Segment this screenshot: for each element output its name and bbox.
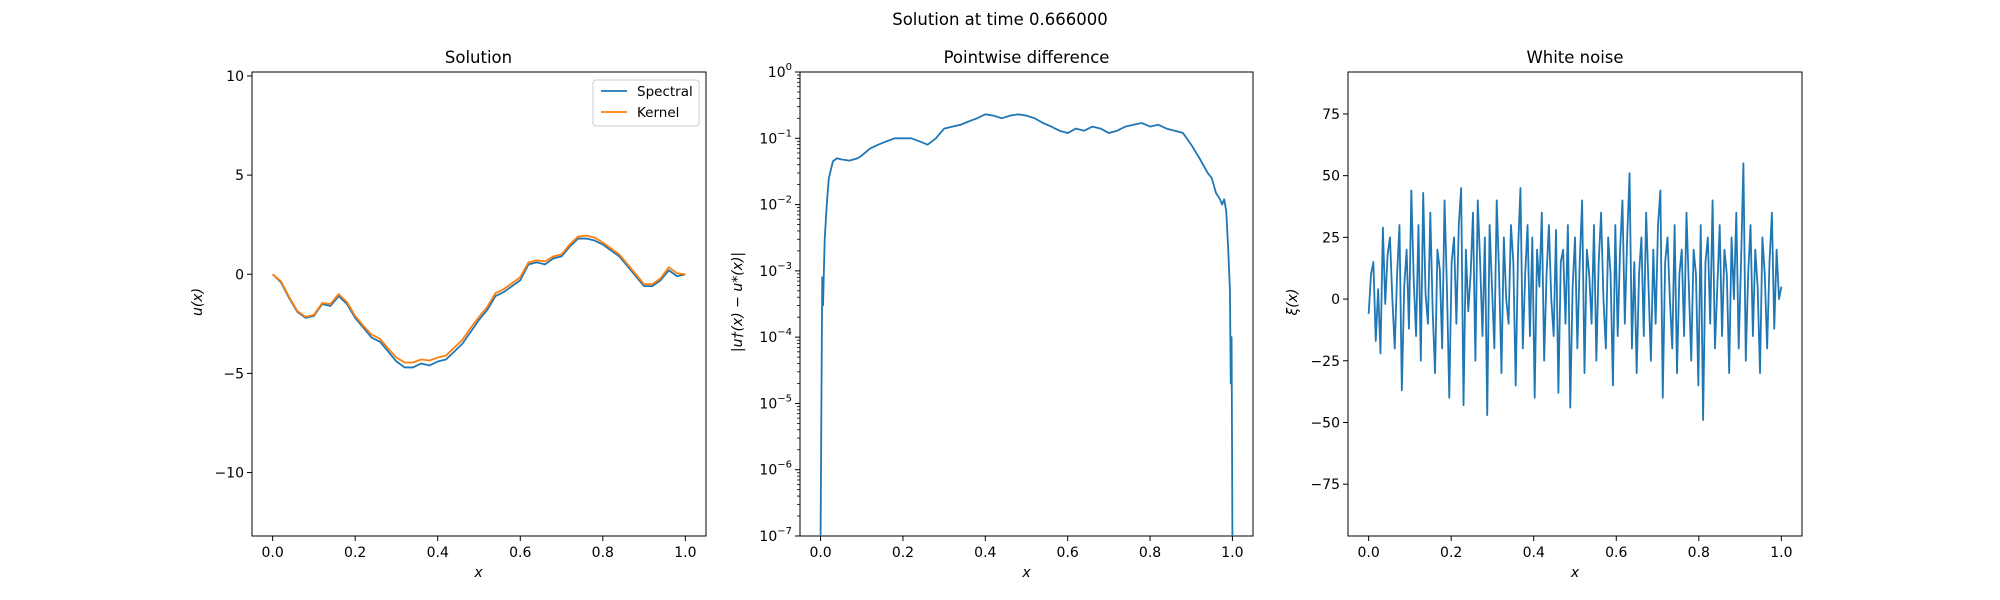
- x-tick-label: 0.2: [892, 545, 914, 561]
- pointwise-difference-panel: Pointwise difference x |u†(x) − u*(x)| 0…: [730, 48, 1254, 581]
- x-tick-label: 0.8: [1139, 545, 1161, 561]
- x-tick-label: 0.0: [809, 545, 831, 561]
- solution-xlabel: x: [473, 565, 483, 581]
- x-tick-label: 0.0: [262, 545, 284, 561]
- solution-axes-frame: [251, 71, 707, 537]
- difference-ylabel: |u†(x) − u*(x)|: [730, 252, 746, 352]
- x-tick-label: 0.6: [509, 545, 531, 561]
- noise-xlabel: x: [1570, 565, 1580, 581]
- solution-title: Solution: [445, 48, 512, 67]
- figure-title: Solution at time 0.666000: [892, 10, 1108, 29]
- difference-title: Pointwise difference: [944, 48, 1110, 67]
- x-tick-label: 0.6: [1605, 545, 1627, 561]
- y-tick-label: 50: [1322, 169, 1340, 185]
- series-line-p1-s0: [819, 113, 1234, 536]
- y-tick-label: 10−3: [759, 261, 792, 280]
- y-tick-label: 0: [235, 267, 244, 283]
- y-tick-label: 10−7: [759, 526, 792, 545]
- noise-axes-frame: [1347, 71, 1803, 537]
- x-tick-label: 1.0: [1770, 545, 1792, 561]
- noise-ylabel: ξ(x): [1285, 288, 1301, 316]
- y-tick-label: −10: [214, 466, 244, 482]
- x-tick-label: 0.4: [1523, 545, 1545, 561]
- x-tick-label: 0.2: [1440, 545, 1462, 561]
- x-tick-label: 1.0: [1221, 545, 1243, 561]
- white-noise-panel: White noise x ξ(x) 0.0 0.2 0.4 0.6 0.8 1.0 −75…: [1285, 48, 1803, 581]
- x-tick-label: 0.0: [1358, 545, 1380, 561]
- x-tick-label: 0.8: [1688, 545, 1710, 561]
- noise-title: White noise: [1526, 48, 1623, 67]
- y-tick-label: 10−5: [759, 393, 792, 412]
- y-tick-label: 10−6: [759, 460, 792, 479]
- series-line-kernel: [272, 234, 686, 364]
- solution-legend: Spectral Kernel: [592, 79, 700, 127]
- x-tick-label: 1.0: [674, 545, 696, 561]
- series-line-p2-s0: [1367, 162, 1783, 421]
- y-tick-label: 10−2: [759, 195, 792, 214]
- y-tick-label: 10−4: [759, 327, 792, 346]
- y-tick-label: 75: [1322, 107, 1340, 123]
- y-tick-label: −50: [1310, 415, 1340, 431]
- y-tick-label: −25: [1310, 354, 1340, 370]
- y-tick-label: 100: [768, 62, 792, 81]
- legend-label-spectral: Spectral: [637, 84, 693, 100]
- x-tick-label: 0.8: [592, 545, 614, 561]
- y-tick-label: 0: [1331, 292, 1340, 308]
- x-tick-label: 0.6: [1057, 545, 1079, 561]
- x-tick-label: 0.4: [974, 545, 996, 561]
- y-tick-label: 5: [235, 168, 244, 184]
- solution-ylabel: u(x): [190, 288, 206, 316]
- x-tick-label: 0.4: [427, 545, 449, 561]
- series-line-spectral: [272, 237, 686, 369]
- y-tick-label: 10: [226, 69, 244, 85]
- x-tick-label: 0.2: [344, 545, 366, 561]
- difference-axes-frame: [799, 71, 1254, 537]
- y-tick-label: 10−1: [759, 128, 792, 147]
- legend-label-kernel: Kernel: [637, 105, 679, 121]
- solution-panel: Solution x u(x) Spectral Kernel 0.0 0.2 0.…: [190, 48, 707, 581]
- y-tick-label: −75: [1310, 477, 1340, 493]
- y-tick-label: 25: [1322, 230, 1340, 246]
- difference-xlabel: x: [1021, 565, 1031, 581]
- y-tick-label: −5: [223, 366, 244, 382]
